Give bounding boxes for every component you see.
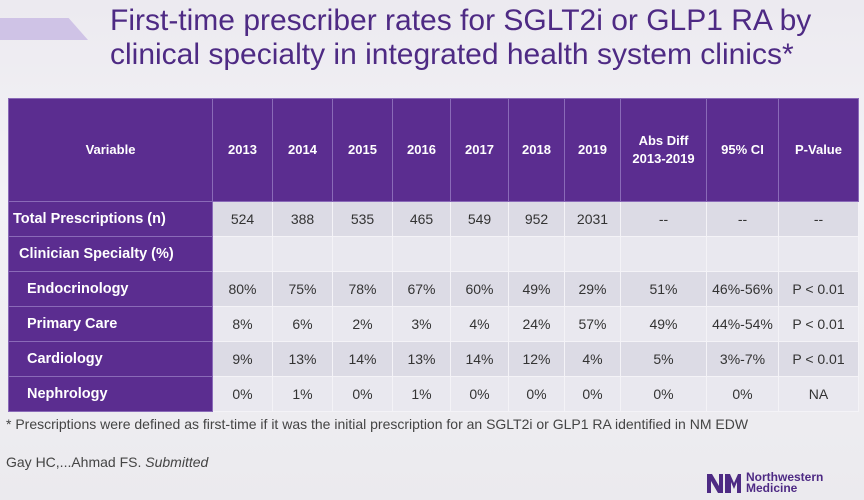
- nm-logo-icon: [707, 474, 741, 493]
- table-cell: [392, 236, 451, 272]
- table-cell: 8%: [212, 306, 273, 342]
- slide-title: First-time prescriber rates for SGLT2i o…: [110, 4, 812, 71]
- table-cell: 13%: [392, 341, 451, 377]
- table-cell: 0%: [508, 376, 565, 412]
- table-cell: 952: [508, 201, 565, 237]
- table-cell: [620, 236, 707, 272]
- table-cell: 2%: [332, 306, 393, 342]
- header-2014: 2014: [272, 98, 333, 202]
- table-row: Clinician Specialty (%): [8, 236, 859, 272]
- table-cell: 29%: [564, 271, 621, 307]
- table-cell: [508, 236, 565, 272]
- table-cell: 6%: [272, 306, 333, 342]
- table-cell: P < 0.01: [778, 341, 859, 377]
- row-label: Cardiology: [8, 341, 213, 377]
- table-cell: 49%: [508, 271, 565, 307]
- table-cell: 51%: [620, 271, 707, 307]
- table-cell: 388: [272, 201, 333, 237]
- table-cell: 0%: [450, 376, 509, 412]
- table-cell: P < 0.01: [778, 306, 859, 342]
- row-label: Nephrology: [8, 376, 213, 412]
- table-cell: --: [620, 201, 707, 237]
- table-cell: 46%-56%: [706, 271, 779, 307]
- row-label: Endocrinology: [8, 271, 213, 307]
- header-95ci: 95% CI: [706, 98, 779, 202]
- table-cell: 44%-54%: [706, 306, 779, 342]
- title-accent-bar: [0, 18, 88, 40]
- table-cell: 14%: [332, 341, 393, 377]
- header-abs-diff: Abs Diff 2013-2019: [620, 98, 707, 202]
- northwestern-medicine-logo: Northwestern Medicine: [706, 470, 824, 495]
- row-label: Clinician Specialty (%): [8, 236, 213, 272]
- citation-status: Submitted: [145, 454, 209, 470]
- table-cell: [450, 236, 509, 272]
- results-table: Variable 2013 2014 2015 2016 2017 2018 2…: [8, 98, 859, 412]
- table-cell: 2031: [564, 201, 621, 237]
- header-2019: 2019: [564, 98, 621, 202]
- table-cell: 3%: [392, 306, 451, 342]
- table-cell: [332, 236, 393, 272]
- table-cell: 1%: [392, 376, 451, 412]
- logo-line-1: Northwestern: [746, 470, 824, 484]
- row-label: Primary Care: [8, 306, 213, 342]
- table-cell: 465: [392, 201, 451, 237]
- table-cell: [564, 236, 621, 272]
- table-cell: 0%: [564, 376, 621, 412]
- table-cell: 0%: [620, 376, 707, 412]
- table-cell: --: [778, 201, 859, 237]
- header-2017: 2017: [450, 98, 509, 202]
- table-cell: 1%: [272, 376, 333, 412]
- table-cell: [212, 236, 273, 272]
- table-cell: [778, 236, 859, 272]
- footnote: * Prescriptions were defined as first-ti…: [6, 416, 749, 432]
- table-cell: 0%: [706, 376, 779, 412]
- header-2015: 2015: [332, 98, 393, 202]
- table-cell: P < 0.01: [778, 271, 859, 307]
- table-cell: 57%: [564, 306, 621, 342]
- table-cell: 4%: [450, 306, 509, 342]
- table-cell: 67%: [392, 271, 451, 307]
- table-cell: 0%: [332, 376, 393, 412]
- header-variable: Variable: [8, 98, 213, 202]
- table-cell: 78%: [332, 271, 393, 307]
- table-row: Cardiology 9% 13% 14% 13% 14% 12% 4% 5% …: [8, 341, 859, 377]
- table-cell: 60%: [450, 271, 509, 307]
- header-2013: 2013: [212, 98, 273, 202]
- table-cell: NA: [778, 376, 859, 412]
- citation: Gay HC,...Ahmad FS. Submitted: [6, 454, 208, 470]
- logo-line-2: Medicine: [746, 481, 798, 495]
- table-cell: 5%: [620, 341, 707, 377]
- table-cell: 4%: [564, 341, 621, 377]
- table-cell: --: [706, 201, 779, 237]
- table-row: Total Prescriptions (n) 524 388 535 465 …: [8, 201, 859, 237]
- citation-authors: Gay HC,...Ahmad FS.: [6, 454, 142, 470]
- logo-text: Northwestern Medicine: [746, 470, 824, 495]
- table-header-row: Variable 2013 2014 2015 2016 2017 2018 2…: [8, 98, 859, 202]
- table-cell: 49%: [620, 306, 707, 342]
- table-row: Nephrology 0% 1% 0% 1% 0% 0% 0% 0% 0% NA: [8, 376, 859, 412]
- header-2016: 2016: [392, 98, 451, 202]
- table-cell: 524: [212, 201, 273, 237]
- row-label: Total Prescriptions (n): [8, 201, 213, 237]
- table-cell: [272, 236, 333, 272]
- table-cell: 0%: [212, 376, 273, 412]
- table-cell: 9%: [212, 341, 273, 377]
- table-cell: 75%: [272, 271, 333, 307]
- table-cell: 12%: [508, 341, 565, 377]
- header-p-value: P-Value: [778, 98, 859, 202]
- table-cell: 13%: [272, 341, 333, 377]
- table-cell: 535: [332, 201, 393, 237]
- table-cell: 14%: [450, 341, 509, 377]
- table-cell: 80%: [212, 271, 273, 307]
- table-cell: 24%: [508, 306, 565, 342]
- table-row: Endocrinology 80% 75% 78% 67% 60% 49% 29…: [8, 271, 859, 307]
- table-cell: [706, 236, 779, 272]
- table-cell: 3%-7%: [706, 341, 779, 377]
- table-cell: 549: [450, 201, 509, 237]
- header-2018: 2018: [508, 98, 565, 202]
- table-row: Primary Care 8% 6% 2% 3% 4% 24% 57% 49% …: [8, 306, 859, 342]
